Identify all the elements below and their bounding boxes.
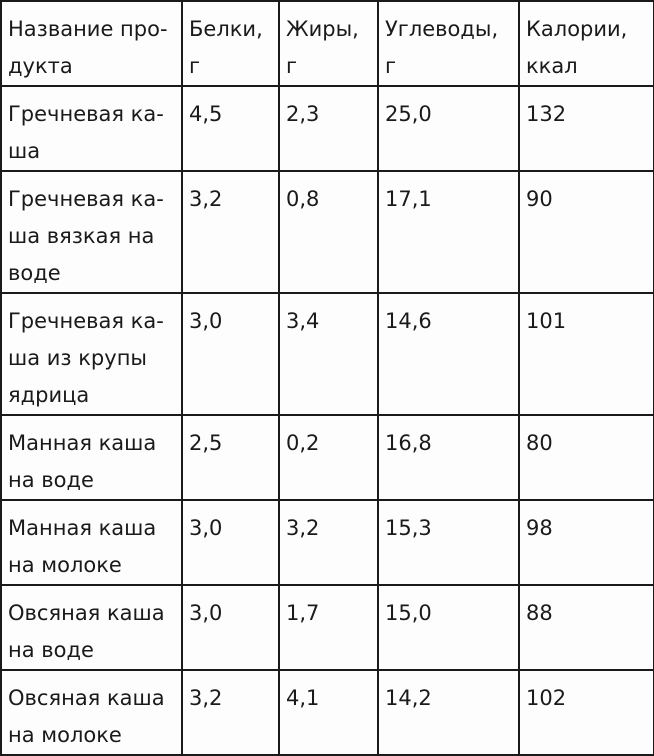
cell-product-name: Гречневая ка- ша из крупы ядрица [0, 292, 183, 416]
cell-product-name: Гречневая ка- ша [0, 85, 183, 172]
cell-product-name: Овсяная каша на молоке [0, 669, 183, 756]
table-row: Манная каша на молоке 3,0 3,2 15,3 98 [0, 499, 654, 586]
cell-protein: 4,5 [181, 85, 280, 172]
cell-calories: 80 [518, 414, 654, 501]
cell-calories: 90 [518, 170, 654, 294]
cell-fat: 1,7 [278, 584, 379, 671]
cell-calories: 98 [518, 499, 654, 586]
cell-calories: 132 [518, 85, 654, 172]
cell-fat: 3,2 [278, 499, 379, 586]
header-product: Название про- дукта [0, 0, 183, 87]
header-calories: Калории, ккал [518, 0, 654, 87]
cell-fat: 3,4 [278, 292, 379, 416]
header-carbs: Углеводы, г [377, 0, 520, 87]
cell-fat: 4,1 [278, 669, 379, 756]
cell-fat: 2,3 [278, 85, 379, 172]
table-row: Манная каша на воде 2,5 0,2 16,8 80 [0, 414, 654, 501]
cell-product-name: Манная каша на воде [0, 414, 183, 501]
cell-protein: 3,0 [181, 292, 280, 416]
table-row: Гречневая ка- ша вязкая на воде 3,2 0,8 17,… [0, 170, 654, 294]
cell-carbs: 17,1 [377, 170, 520, 294]
table-row: Гречневая ка- ша из крупы ядрица 3,0 3,4 14… [0, 292, 654, 416]
cell-carbs: 16,8 [377, 414, 520, 501]
cell-carbs: 15,3 [377, 499, 520, 586]
cell-calories: 102 [518, 669, 654, 756]
cell-carbs: 25,0 [377, 85, 520, 172]
table-row: Овсяная каша на молоке 3,2 4,1 14,2 102 [0, 669, 654, 756]
cell-fat: 0,2 [278, 414, 379, 501]
cell-carbs: 14,2 [377, 669, 520, 756]
cell-protein: 3,2 [181, 669, 280, 756]
cell-calories: 101 [518, 292, 654, 416]
table-row: Гречневая ка- ша 4,5 2,3 25,0 132 [0, 85, 654, 172]
cell-carbs: 14,6 [377, 292, 520, 416]
header-fat: Жиры, г [278, 0, 379, 87]
cell-protein: 3,2 [181, 170, 280, 294]
cell-product-name: Гречневая ка- ша вязкая на воде [0, 170, 183, 294]
table-row: Овсяная каша на воде 3,0 1,7 15,0 88 [0, 584, 654, 671]
header-row: Название про- дукта Белки, г Жиры, г Угл… [0, 0, 654, 87]
cell-fat: 0,8 [278, 170, 379, 294]
cell-calories: 88 [518, 584, 654, 671]
header-protein: Белки, г [181, 0, 280, 87]
cell-product-name: Овсяная каша на воде [0, 584, 183, 671]
cell-protein: 2,5 [181, 414, 280, 501]
cell-protein: 3,0 [181, 499, 280, 586]
cell-product-name: Манная каша на молоке [0, 499, 183, 586]
cell-protein: 3,0 [181, 584, 280, 671]
cell-carbs: 15,0 [377, 584, 520, 671]
